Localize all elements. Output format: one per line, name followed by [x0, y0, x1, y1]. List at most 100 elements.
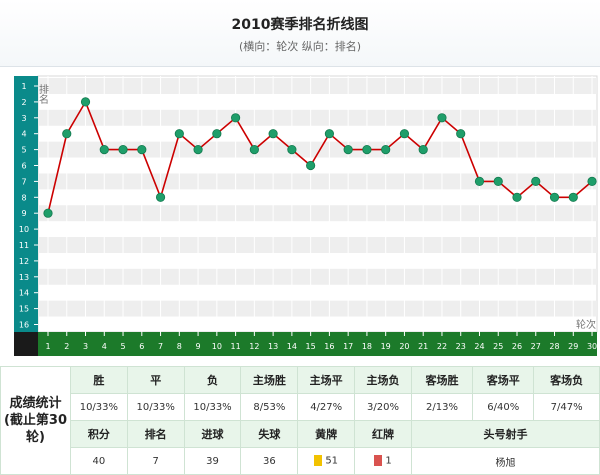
x-tick-label: 24: [474, 342, 484, 351]
x-tick-label: 22: [437, 342, 447, 351]
x-tick-label: 4: [102, 342, 107, 351]
grid-band: [38, 141, 597, 158]
x-tick-label: 3: [83, 342, 88, 351]
data-point: [324, 129, 334, 139]
data-point: [268, 129, 278, 139]
x-tick-label: 13: [268, 342, 278, 351]
data-point: [343, 145, 353, 155]
stat-value-away-losses: 7/47%: [533, 393, 600, 421]
y-tick-label: 15: [19, 305, 29, 314]
stat-value-away-wins: 2/13%: [410, 393, 474, 421]
stats-value-row-1: 10/33% 10/33% 10/33% 8/53% 4/27% 3/20% 2…: [1, 393, 600, 421]
stat-header-away-draws: 客场平: [472, 366, 535, 394]
grid-band: [38, 173, 597, 190]
y-tick-label: 9: [21, 209, 26, 218]
stat-header-draws: 平: [126, 366, 185, 394]
y-tick-label: 2: [21, 98, 26, 107]
x-tick-label: 20: [399, 342, 409, 351]
x-tick-label: 6: [139, 342, 144, 351]
x-axis-bar: [38, 332, 597, 356]
stat-value-rank: 7: [126, 447, 185, 475]
data-point: [437, 113, 447, 123]
x-tick-label: 28: [549, 342, 559, 351]
data-point: [137, 145, 147, 155]
x-tick-label: 15: [306, 342, 316, 351]
stat-header-home-draws: 主场平: [297, 366, 356, 394]
stat-header-yellow-cards: 黄牌: [297, 420, 356, 448]
data-point: [493, 176, 503, 187]
stat-value-yellow-cards: 51: [297, 447, 356, 475]
x-tick-label: 30: [587, 342, 597, 351]
grid-band: [38, 205, 597, 222]
stat-header-away-losses: 客场负: [533, 366, 600, 394]
data-point: [174, 129, 184, 139]
stat-header-home-wins: 主场胜: [240, 366, 299, 394]
data-point: [306, 160, 316, 171]
stat-header-losses: 负: [183, 366, 242, 394]
yellow-card-icon: [314, 455, 323, 467]
chart-header: 2010赛季排名折线图 (横向：轮次 纵向：排名): [0, 0, 600, 67]
stats-value-row-2: 40 7 39 36 51 1 杨旭: [1, 447, 600, 475]
x-tick-label: 14: [287, 342, 297, 351]
x-tick-label: 10: [212, 342, 222, 351]
stat-value-home-losses: 3/20%: [354, 393, 412, 421]
x-tick-label: 21: [418, 342, 428, 351]
data-point: [418, 145, 428, 155]
stat-header-wins: 胜: [69, 366, 128, 394]
y-tick-label: 3: [21, 114, 26, 123]
stat-header-home-losses: 主场负: [354, 366, 412, 394]
red-card-count: 1: [385, 455, 392, 467]
yellow-card-count: 51: [325, 455, 339, 467]
y-axis-title: 排名: [37, 83, 49, 105]
y-tick-label: 13: [19, 273, 29, 282]
stat-header-goals-for: 进球: [183, 420, 242, 448]
stat-value-wins: 10/33%: [69, 393, 128, 421]
stats-table: 成绩统计(截止第30轮) 胜 平 负 主场胜 主场平 主场负 客场胜 客场平 客…: [0, 366, 600, 475]
stat-value-home-draws: 4/27%: [297, 393, 356, 421]
grid-band: [38, 300, 597, 317]
data-point: [231, 113, 241, 123]
y-tick-label: 11: [19, 241, 29, 250]
stat-value-away-draws: 6/40%: [472, 393, 535, 421]
grid-band: [38, 268, 597, 285]
x-tick-label: 9: [196, 342, 201, 351]
data-point: [249, 145, 259, 155]
y-tick-label: 8: [21, 193, 26, 202]
y-tick-label: 5: [21, 146, 26, 155]
grid-band: [38, 78, 597, 94]
data-point: [549, 192, 560, 202]
x-tick-label: 18: [362, 342, 372, 351]
data-point: [531, 176, 541, 187]
chart-title: 2010赛季排名折线图: [231, 17, 369, 33]
y-axis-bar: [14, 76, 38, 332]
data-point: [155, 192, 166, 202]
stat-header-top-scorer: 头号射手: [410, 420, 600, 448]
x-tick-label: 29: [568, 342, 578, 351]
data-point: [287, 145, 297, 155]
stats-header-row-1: 成绩统计(截止第30轮) 胜 平 负 主场胜 主场平 主场负 客场胜 客场平 客…: [0, 366, 600, 475]
stats-label: 成绩统计(截止第30轮): [0, 366, 71, 475]
x-tick-label: 26: [512, 342, 522, 351]
stat-header-goals-against: 失球: [240, 420, 299, 448]
y-tick-label: 6: [21, 162, 26, 171]
x-tick-label: 25: [493, 342, 503, 351]
stat-header-red-cards: 红牌: [354, 420, 412, 448]
x-tick-label: 2: [64, 342, 69, 351]
data-point: [381, 145, 391, 155]
x-tick-label: 27: [531, 342, 541, 351]
grid-band: [38, 237, 597, 253]
y-tick-label: 10: [19, 225, 29, 234]
data-point: [587, 176, 597, 187]
stat-value-points: 40: [69, 447, 128, 475]
x-tick-label: 1: [45, 342, 50, 351]
x-tick-label: 17: [343, 342, 353, 351]
stat-value-draws: 10/33%: [126, 393, 185, 421]
data-point: [568, 192, 578, 202]
x-tick-label: 8: [177, 342, 182, 351]
stat-value-red-cards: 1: [354, 447, 412, 475]
data-point: [193, 145, 203, 155]
chart-subtitle: (横向：轮次 纵向：排名): [238, 40, 362, 53]
data-point: [456, 129, 466, 139]
stat-value-goals-against: 36: [240, 447, 299, 475]
